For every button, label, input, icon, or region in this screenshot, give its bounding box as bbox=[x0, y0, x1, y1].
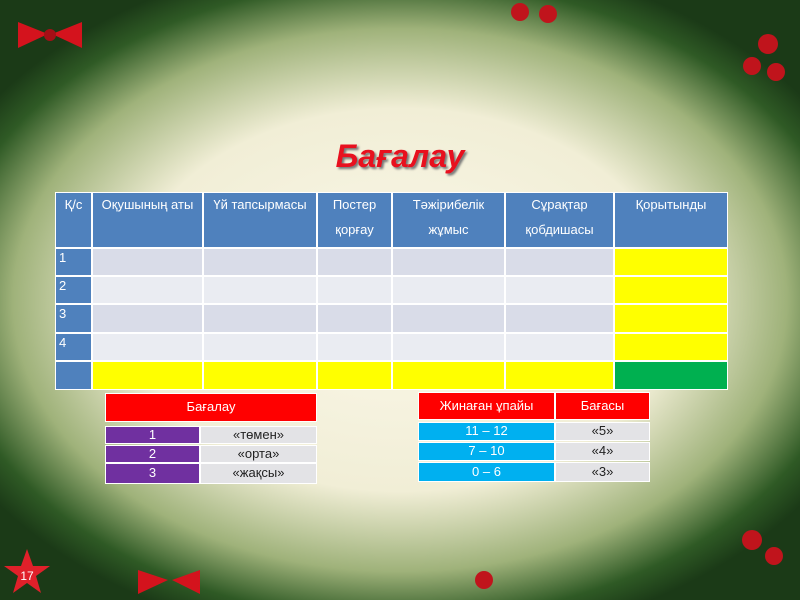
score-grade: «5» bbox=[555, 422, 650, 441]
column-header: Постер қорғау bbox=[317, 192, 392, 248]
total-cell bbox=[392, 361, 505, 390]
table-cell bbox=[203, 248, 317, 276]
table-cell bbox=[392, 304, 505, 333]
table-cell bbox=[614, 333, 728, 361]
table-cell bbox=[317, 304, 392, 333]
grade-number: 3 bbox=[105, 463, 200, 484]
total-cell bbox=[55, 361, 92, 390]
column-header: Сұрақтар қобдишасы bbox=[505, 192, 614, 248]
column-header: Қорытынды bbox=[614, 192, 728, 248]
total-cell bbox=[92, 361, 203, 390]
score-range: 11 – 12 bbox=[418, 422, 555, 441]
table-cell bbox=[317, 248, 392, 276]
total-cell bbox=[317, 361, 392, 390]
table-cell bbox=[614, 304, 728, 333]
slide-number: 17 bbox=[4, 550, 50, 596]
grading-header: Бағалау bbox=[105, 393, 317, 422]
column-header: Тәжірибелік жұмыс bbox=[392, 192, 505, 248]
slide-title: Бағалау bbox=[335, 138, 465, 174]
score-range: 7 – 10 bbox=[418, 442, 555, 461]
row-number: 1 bbox=[55, 248, 92, 276]
row-number: 3 bbox=[55, 304, 92, 333]
row-number: 2 bbox=[55, 276, 92, 304]
score-header: Жинаған ұпайы bbox=[418, 392, 555, 420]
table-cell bbox=[92, 304, 203, 333]
table-cell bbox=[614, 248, 728, 276]
table-cell bbox=[203, 333, 317, 361]
table-cell bbox=[505, 248, 614, 276]
table-cell bbox=[317, 276, 392, 304]
table-cell bbox=[505, 304, 614, 333]
total-cell bbox=[505, 361, 614, 390]
slide-number-text: 17 bbox=[20, 568, 34, 583]
row-number: 4 bbox=[55, 333, 92, 361]
column-header: Қ/с bbox=[55, 192, 92, 248]
table-cell bbox=[203, 276, 317, 304]
score-header: Бағасы bbox=[555, 392, 650, 420]
table-cell bbox=[392, 333, 505, 361]
table-cell bbox=[505, 276, 614, 304]
column-header: Оқушының аты bbox=[92, 192, 203, 248]
table-cell bbox=[92, 276, 203, 304]
table-cell bbox=[614, 276, 728, 304]
table-cell bbox=[317, 333, 392, 361]
table-cell bbox=[92, 333, 203, 361]
score-grade: «4» bbox=[555, 442, 650, 461]
grade-number: 1 bbox=[105, 426, 200, 444]
column-header: Үй тапсырмасы bbox=[203, 192, 317, 248]
table-cell bbox=[392, 276, 505, 304]
score-grade: «3» bbox=[555, 462, 650, 482]
table-cell bbox=[203, 304, 317, 333]
table-cell bbox=[505, 333, 614, 361]
total-cell bbox=[614, 361, 728, 390]
grade-label: «төмен» bbox=[200, 426, 317, 444]
table-cell bbox=[392, 248, 505, 276]
grade-label: «жақсы» bbox=[200, 463, 317, 484]
table-cell bbox=[92, 248, 203, 276]
grade-number: 2 bbox=[105, 445, 200, 463]
grade-label: «орта» bbox=[200, 445, 317, 463]
score-range: 0 – 6 bbox=[418, 462, 555, 482]
total-cell bbox=[203, 361, 317, 390]
